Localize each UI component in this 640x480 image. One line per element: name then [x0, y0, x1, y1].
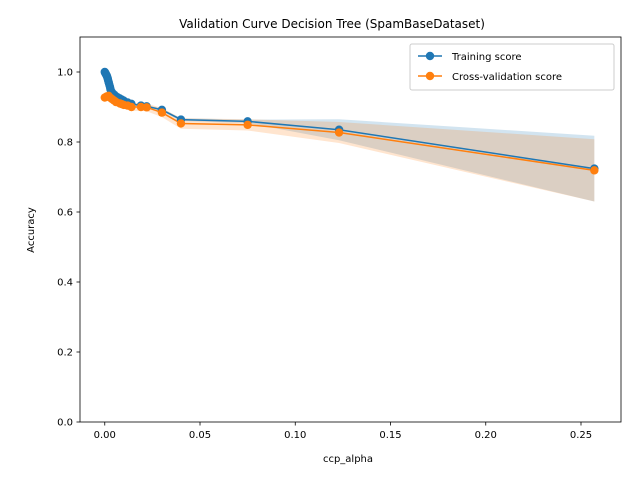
plot-frame	[79, 36, 622, 423]
legend-marker	[425, 71, 435, 81]
y-tick-label: 0.0	[57, 418, 73, 429]
series-markers	[100, 67, 599, 175]
confidence-band-1	[104, 92, 595, 202]
data-point	[590, 166, 599, 175]
data-point	[142, 103, 151, 112]
legend-label: Cross-validation score	[452, 72, 562, 83]
data-point	[176, 119, 186, 128]
y-tick-label: 0.4	[57, 278, 73, 289]
data-point	[243, 120, 252, 130]
data-point	[127, 102, 136, 112]
legend-marker	[425, 51, 435, 61]
x-tick-label: 0.15	[379, 430, 401, 441]
confidence-band-0	[104, 72, 595, 202]
x-tick-label: 0.10	[284, 430, 306, 441]
y-tick-label: 1.0	[57, 68, 73, 79]
y-tick-label: 0.8	[57, 138, 73, 149]
x-axis-label: ccp_alpha	[323, 454, 373, 465]
y-tick-label: 0.2	[57, 348, 73, 359]
x-tick-label: 0.20	[475, 430, 497, 441]
confidence-bands	[104, 72, 595, 202]
axes: 0.00 0.05 0.10 0.15 0.20 0.25 0.0 0.2 0.4 0.6 0.8 1…	[57, 36, 622, 441]
x-tick-label: 0.00	[94, 430, 116, 441]
legend: Training score Cross-validation score	[409, 43, 615, 91]
x-tick-label: 0.05	[189, 430, 211, 441]
data-point	[157, 108, 167, 117]
legend-label: Training score	[451, 52, 522, 63]
data-point	[334, 128, 344, 137]
y-axis-label: Accuracy	[26, 207, 37, 253]
legend-box	[409, 43, 615, 91]
x-tick-label: 0.25	[570, 430, 592, 441]
chart-title: Validation Curve Decision Tree (SpamBase…	[179, 17, 485, 31]
y-tick-label: 0.6	[57, 208, 73, 219]
